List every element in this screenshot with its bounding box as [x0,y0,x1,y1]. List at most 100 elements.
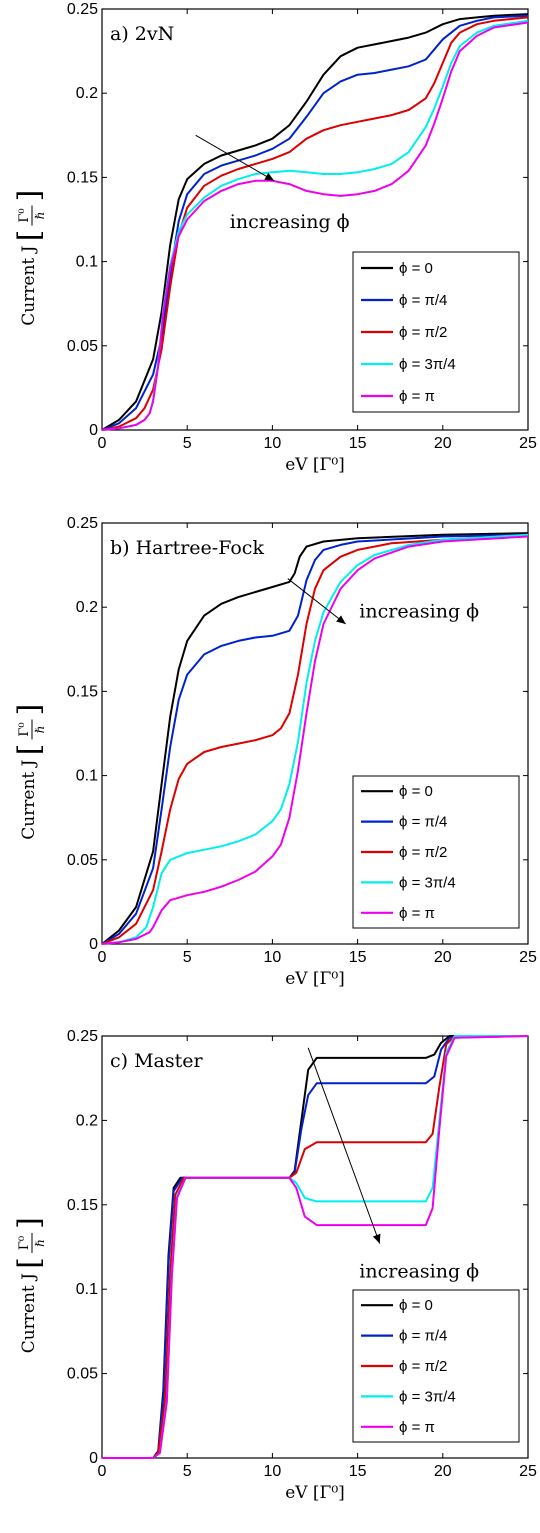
y-tick-label: 0.2 [76,85,98,102]
series-line-5 [101,21,529,431]
legend-label-5: ϕ = π [399,1419,435,1436]
x-tick-label: 5 [183,949,192,966]
panel-label: b) Hartree-Fock [110,537,264,559]
x-tick-label: 0 [98,435,107,452]
x-tick-label: 25 [519,949,537,966]
y-tick-label: 0.25 [67,1,98,18]
chart-panel-3: 0 5 10 15 20 25 0 0.05 0.1 0.15 0.2 0.25 eV [Γ⁰] Curr… [12,1028,537,1503]
chart-panel-2: 0 5 10 15 20 25 0 0.05 0.1 0.15 0.2 0.25 eV [Γ⁰] Curr… [12,515,537,989]
legend-label-4: ϕ = 3π/4 [399,1388,456,1405]
legend-label-3: ϕ = π/2 [399,324,447,341]
panel-label: a) 2vN [110,23,174,45]
x-tick-label: 20 [434,435,452,452]
x-tick-label: 10 [264,949,282,966]
annotation-arrowhead [336,615,346,625]
x-axis-label: eV [Γ⁰] [285,455,345,475]
legend-label-4: ϕ = 3π/4 [399,356,456,373]
y-axis-fraction-num: Γ⁰ [17,1236,32,1250]
y-axis-label: Current J [ Γ⁰ ℏ] [12,190,47,326]
annotation-text: increasing ϕ [230,211,350,233]
series-line-2 [101,533,529,945]
legend-label-1: ϕ = 0 [399,783,433,800]
legend-label-3: ϕ = π/2 [399,844,447,861]
series-line-5 [101,535,529,945]
series-line-1 [101,13,529,431]
y-tick-label: 0.1 [76,254,98,271]
y-tick-label: 0.15 [67,169,98,186]
y-tick-label: 0 [89,936,98,953]
x-tick-label: 25 [519,1463,537,1480]
series-line-4 [101,533,529,945]
y-tick-label: 0.1 [76,1281,98,1298]
legend-label-3: ϕ = π/2 [399,1358,447,1375]
x-tick-label: 20 [434,1463,452,1480]
plot-frame [101,8,529,431]
series-line-5 [102,1035,529,1459]
annotation-arrow [287,578,346,625]
y-tick-label: 0.1 [76,768,98,785]
y-axis-bracket-close: ] [12,704,47,716]
panel-label: c) Master [110,1050,204,1072]
series-line-3 [102,1035,528,1459]
y-axis-bracket-close: ] [12,190,47,202]
y-axis-fraction-num: Γ⁰ [17,722,32,736]
legend-label-1: ϕ = 0 [399,1297,433,1314]
x-tick-label: 15 [349,435,367,452]
y-axis-bracket-open: [ [12,744,47,756]
x-tick-label: 0 [98,1463,107,1480]
x-tick-label: 5 [183,1463,192,1480]
legend-label-2: ϕ = π/4 [399,292,447,309]
plot-frame [101,1035,529,1459]
annotation-text: increasing ϕ [359,600,479,622]
y-axis-bracket-open: [ [12,230,47,242]
y-axis-bracket-open: [ [12,1257,47,1269]
y-axis-bracket-close: ] [12,1217,47,1229]
y-tick-label: 0.05 [67,338,98,355]
legend-label-2: ϕ = π/4 [399,814,447,831]
x-tick-label: 10 [264,435,282,452]
chart-panel-1: 0 5 10 15 20 25 0 0.05 0.1 0.15 0.2 0.25 eV [Γ⁰] Curr… [12,1,537,475]
legend: ϕ = 0 ϕ = π/4 ϕ = π/2 ϕ = 3π/4 ϕ = π [352,1289,520,1443]
y-tick-label: 0 [89,1450,98,1467]
annotation-arrowhead [372,1233,381,1244]
legend-label-1: ϕ = 0 [399,260,433,277]
annotation-arrowhead [264,172,275,181]
x-axis-label: eV [Γ⁰] [285,1483,345,1503]
x-tick-label: 15 [349,949,367,966]
y-tick-label: 0.15 [67,1197,98,1214]
legend-label-4: ϕ = 3π/4 [399,874,456,891]
legend-label-5: ϕ = π [399,388,435,405]
y-axis-label-text: Current J [19,1273,39,1353]
series-line-2 [101,14,529,431]
y-axis-fraction-den: ℏ [33,726,47,734]
annotation-arrow [307,1047,381,1244]
series-line-3 [101,16,529,431]
y-tick-label: 0.05 [67,852,98,869]
series-line-2 [102,1035,529,1459]
x-tick-label: 15 [349,1463,367,1480]
series-line-1 [101,532,529,945]
y-axis-fraction-den: ℏ [33,212,47,220]
y-tick-label: 0 [89,422,98,439]
legend: ϕ = 0 ϕ = π/4 ϕ = π/2 ϕ = 3π/4 ϕ = π [352,251,520,413]
y-axis-fraction-num: Γ⁰ [17,208,32,222]
x-tick-label: 25 [519,435,537,452]
x-tick-label: 10 [264,1463,282,1480]
legend-label-5: ϕ = π [399,905,435,922]
y-tick-label: 0.15 [67,683,98,700]
annotation-arrow [195,134,275,182]
y-tick-label: 0.05 [67,1366,98,1383]
x-axis-label: eV [Γ⁰] [285,969,345,989]
y-axis-label-text: Current J [19,245,39,325]
y-tick-label: 0.2 [76,599,98,616]
y-axis-label: Current J [Γ⁰ ℏ] [12,1217,47,1353]
x-tick-label: 0 [98,949,107,966]
legend-label-2: ϕ = π/4 [399,1328,447,1345]
x-tick-label: 5 [183,435,192,452]
series-line-3 [101,533,529,945]
annotation-text: increasing ϕ [359,1260,479,1282]
x-tick-label: 20 [434,949,452,966]
plot-frame [101,522,529,945]
y-axis-label: Current J [Γ⁰ ℏ] [12,704,47,840]
